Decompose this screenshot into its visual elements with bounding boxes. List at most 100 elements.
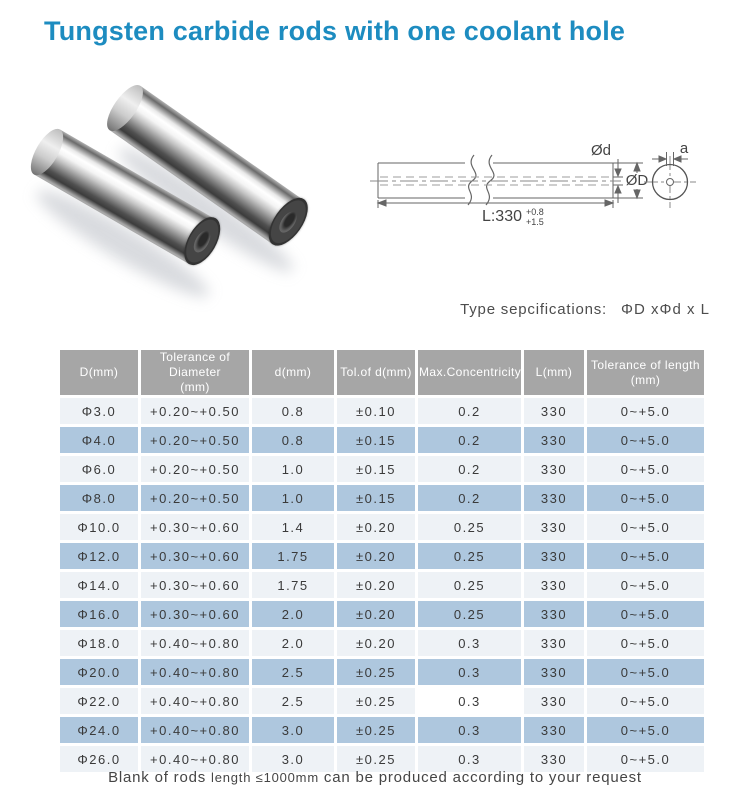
- table-cell: 0.3: [418, 746, 521, 772]
- table-row: Φ10.0 +0.30~+0.60 1.4 ±0.20 0.25 330 0~+5.0: [60, 514, 704, 540]
- table-cell: 330: [524, 572, 584, 598]
- table-cell: 0~+5.0: [587, 572, 704, 598]
- table-cell: 0~+5.0: [587, 601, 704, 627]
- table-cell: ±0.15: [337, 456, 415, 482]
- table-cell: ±0.15: [337, 485, 415, 511]
- table-cell: 0.25: [418, 514, 521, 540]
- break-gap: [465, 155, 493, 205]
- spec-table: D(mm) Tolerance of Diameter (mm) d(mm) Tol.…: [57, 347, 707, 775]
- table-row: Φ22.0 +0.40~+0.80 2.5 ±0.25 0.3 330 0~+5.0: [60, 688, 704, 714]
- coolant-hole: [190, 227, 214, 255]
- diagram-label-small-diameter: Ød: [591, 142, 611, 159]
- table-cell: ±0.25: [337, 717, 415, 743]
- table-cell: 3.0: [252, 746, 334, 772]
- table-cell: Φ18.0: [60, 630, 138, 656]
- table-cell: 330: [524, 514, 584, 540]
- table-row: Φ16.0 +0.30~+0.60 2.0 ±0.20 0.25 330 0~+5.0: [60, 601, 704, 627]
- table-cell: Φ3.0: [60, 398, 138, 424]
- table-cell: 0.2: [418, 398, 521, 424]
- table-row: Φ26.0 +0.40~+0.80 3.0 ±0.25 0.3 330 0~+5.0: [60, 746, 704, 772]
- table-cell: 0.3: [418, 659, 521, 685]
- table-cell: 1.75: [252, 543, 334, 569]
- dimension-diagram: Ød ØD L:330 +0.8 +1.5: [370, 140, 696, 227]
- table-cell: 1.4: [252, 514, 334, 540]
- table-row: Φ14.0 +0.30~+0.60 1.75 ±0.20 0.25 330 0~+5.0: [60, 572, 704, 598]
- table-cell: ±0.25: [337, 688, 415, 714]
- table-cell: ±0.20: [337, 601, 415, 627]
- table-cell: +0.20~+0.50: [141, 456, 249, 482]
- table-cell: 0~+5.0: [587, 543, 704, 569]
- table-cell: 330: [524, 659, 584, 685]
- table-cell: 0~+5.0: [587, 398, 704, 424]
- table-cell: +0.40~+0.80: [141, 659, 249, 685]
- table-cell: +0.40~+0.80: [141, 746, 249, 772]
- table-cell: 2.5: [252, 688, 334, 714]
- table-cell: 0.25: [418, 601, 521, 627]
- table-cell: 0.25: [418, 572, 521, 598]
- table-cell: 330: [524, 630, 584, 656]
- diagram-length-tol-upper: +0.8: [526, 207, 544, 217]
- table-cell: 0~+5.0: [587, 659, 704, 685]
- table-row: Φ4.0 +0.20~+0.50 0.8 ±0.15 0.2 330 0~+5.0: [60, 427, 704, 453]
- table-row: Φ24.0 +0.40~+0.80 3.0 ±0.25 0.3 330 0~+5.0: [60, 717, 704, 743]
- column-header: Max.Concentricity: [418, 350, 521, 395]
- table-row: Φ20.0 +0.40~+0.80 2.5 ±0.25 0.3 330 0~+5.0: [60, 659, 704, 685]
- diagram-label-hole-size: a: [680, 140, 689, 157]
- table-cell: ±0.20: [337, 630, 415, 656]
- table-cell: ±0.20: [337, 514, 415, 540]
- diagram-label-length: L:330: [482, 208, 522, 225]
- column-header: Tol.of d(mm): [337, 350, 415, 395]
- table-cell: 330: [524, 717, 584, 743]
- table-cell: 1.75: [252, 572, 334, 598]
- table-cell: 0~+5.0: [587, 456, 704, 482]
- table-cell: +0.30~+0.60: [141, 514, 249, 540]
- table-row: Φ8.0 +0.20~+0.50 1.0 ±0.15 0.2 330 0~+5.0: [60, 485, 704, 511]
- table-cell: 0.25: [418, 543, 521, 569]
- table-cell: 3.0: [252, 717, 334, 743]
- coolant-hole: [276, 208, 301, 236]
- table-cell: 0.8: [252, 427, 334, 453]
- table-cell: +0.20~+0.50: [141, 427, 249, 453]
- table-cell: 330: [524, 543, 584, 569]
- type-spec-value: ΦD xΦd x L: [621, 301, 710, 318]
- product-photo: [24, 79, 335, 309]
- table-cell: Φ20.0: [60, 659, 138, 685]
- table-cell: +0.30~+0.60: [141, 543, 249, 569]
- column-header: Tolerance of length (mm): [587, 350, 704, 395]
- table-cell: Φ10.0: [60, 514, 138, 540]
- table-cell: +0.40~+0.80: [141, 630, 249, 656]
- spec-table-header-row: D(mm) Tolerance of Diameter (mm) d(mm) Tol.…: [60, 350, 704, 395]
- type-specification: Type sepcifications: ΦD xΦd x L: [410, 301, 710, 318]
- table-cell: +0.30~+0.60: [141, 601, 249, 627]
- cross-section-circle: [651, 163, 689, 201]
- table-cell: ±0.15: [337, 427, 415, 453]
- table-row: Φ3.0 +0.20~+0.50 0.8 ±0.10 0.2 330 0~+5.0: [60, 398, 704, 424]
- table-cell: 1.0: [252, 485, 334, 511]
- table-cell: 330: [524, 485, 584, 511]
- table-cell: 1.0: [252, 456, 334, 482]
- table-row: Φ6.0 +0.20~+0.50 1.0 ±0.15 0.2 330 0~+5.0: [60, 456, 704, 482]
- table-cell: +0.40~+0.80: [141, 688, 249, 714]
- table-cell: Φ24.0: [60, 717, 138, 743]
- table-cell: 0.3: [418, 717, 521, 743]
- footer-part3: can be produced according to your reques…: [323, 769, 642, 786]
- spec-table-body: Φ3.0 +0.20~+0.50 0.8 ±0.10 0.2 330 0~+5.0 Φ4.0 +…: [60, 398, 704, 772]
- table-cell: 2.0: [252, 601, 334, 627]
- table-cell: ±0.20: [337, 543, 415, 569]
- table-cell: Φ14.0: [60, 572, 138, 598]
- table-cell: +0.40~+0.80: [141, 717, 249, 743]
- column-header: Tolerance of Diameter (mm): [141, 350, 249, 395]
- table-cell: Φ16.0: [60, 601, 138, 627]
- table-cell: 330: [524, 688, 584, 714]
- table-cell: +0.20~+0.50: [141, 485, 249, 511]
- table-cell: 0.8: [252, 398, 334, 424]
- table-cell: 330: [524, 398, 584, 424]
- table-cell: 2.0: [252, 630, 334, 656]
- table-row: Φ18.0 +0.40~+0.80 2.0 ±0.20 0.3 330 0~+5.0: [60, 630, 704, 656]
- table-cell: +0.30~+0.60: [141, 572, 249, 598]
- table-cell: 0~+5.0: [587, 514, 704, 540]
- table-row: Φ12.0 +0.30~+0.60 1.75 ±0.20 0.25 330 0~+5.0: [60, 543, 704, 569]
- table-cell: 330: [524, 427, 584, 453]
- table-cell: ±0.25: [337, 659, 415, 685]
